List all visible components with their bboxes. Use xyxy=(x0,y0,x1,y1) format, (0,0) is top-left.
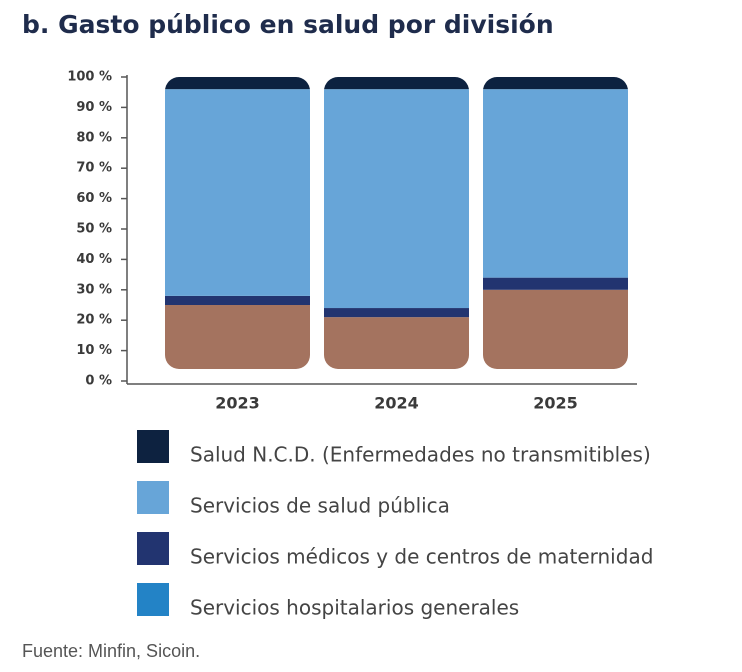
bar-group xyxy=(165,77,310,369)
bar-segment xyxy=(324,77,469,90)
bar-segment xyxy=(483,277,628,290)
bar-segment xyxy=(483,77,628,90)
bar-segment xyxy=(165,305,310,369)
bar-segment xyxy=(165,295,310,305)
x-tick-label: 2025 xyxy=(533,394,578,413)
bar-segment xyxy=(483,89,628,278)
legend-swatch xyxy=(137,481,169,514)
bar-segment xyxy=(483,289,628,369)
y-tick-label: 40 % xyxy=(76,252,112,267)
bar-segment xyxy=(165,89,310,296)
bar-segment xyxy=(324,89,469,309)
y-tick-label: 100 % xyxy=(67,70,112,85)
y-tick-label: 60 % xyxy=(76,191,112,206)
chart-title: b. Gasto público en salud por división xyxy=(22,10,554,39)
source: Fuente: Minfin, Sicoin. xyxy=(22,641,200,661)
y-tick-label: 20 % xyxy=(76,313,112,328)
y-tick-label: 10 % xyxy=(76,343,112,358)
bar-segment xyxy=(324,308,469,318)
bar-group xyxy=(324,77,469,369)
legend-swatch xyxy=(137,532,169,565)
legend-label: Salud N.C.D. (Enfermedades no transmitib… xyxy=(190,443,651,467)
bar-group xyxy=(483,77,628,369)
bar-segment xyxy=(324,317,469,369)
x-tick-label: 2024 xyxy=(374,394,419,413)
x-tick-label: 2023 xyxy=(215,394,260,413)
legend-label: Servicios hospitalarios generales xyxy=(190,596,519,620)
legend-label: Servicios de salud pública xyxy=(190,494,450,518)
y-tick-label: 50 % xyxy=(76,222,112,237)
y-tick-label: 80 % xyxy=(76,130,112,145)
y-tick-label: 90 % xyxy=(76,100,112,115)
y-tick-label: 70 % xyxy=(76,161,112,176)
y-tick-label: 30 % xyxy=(76,282,112,297)
legend-swatch xyxy=(137,583,169,616)
legend-swatch xyxy=(137,430,169,463)
y-tick-label: 0 % xyxy=(85,374,112,389)
legend-label: Servicios médicos y de centros de matern… xyxy=(190,545,653,569)
bar-segment xyxy=(165,77,310,90)
